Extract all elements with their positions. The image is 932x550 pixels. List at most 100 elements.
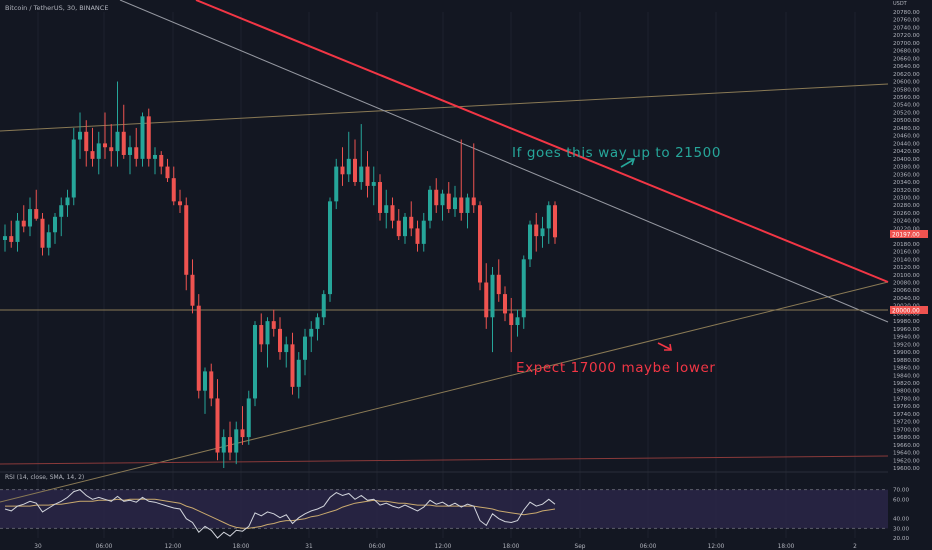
candle-body <box>484 282 489 318</box>
candle <box>278 317 282 360</box>
candle <box>109 124 114 167</box>
candle-body <box>109 147 114 152</box>
candle <box>46 224 51 256</box>
price-tick-label: 20380.00 <box>893 165 920 171</box>
candle <box>396 209 401 240</box>
candle <box>340 147 345 186</box>
candle-body <box>453 197 457 210</box>
price-grid <box>37 12 856 538</box>
candle <box>103 112 107 159</box>
price-tick-label: 19880.00 <box>893 358 920 364</box>
candle-body <box>59 205 64 217</box>
candle-body <box>428 189 432 221</box>
rsi-axis[interactable]: 70.00 60.00 40.00 30.00 20.00 <box>893 488 909 542</box>
currency-label: USDT <box>893 1 908 7</box>
candle <box>428 185 432 229</box>
candle-body <box>553 205 557 238</box>
candle-body <box>509 313 514 326</box>
candle <box>515 309 520 337</box>
candle <box>390 197 395 229</box>
price-tick-label: 20660.00 <box>893 56 920 62</box>
rising-support-line[interactable] <box>0 281 889 503</box>
candle-body <box>15 220 20 242</box>
candle-body <box>515 317 520 326</box>
candle-body <box>203 371 207 391</box>
up-annotation[interactable]: If goes this way up to 21500 <box>512 145 721 161</box>
candle <box>440 189 445 221</box>
down-annotation[interactable]: Expect 17000 maybe lower <box>516 360 716 376</box>
time-tick-label: 12:00 <box>435 544 452 550</box>
candle-body <box>9 236 14 242</box>
candle <box>359 124 364 190</box>
candle-body <box>315 317 320 329</box>
candle-body <box>34 209 39 219</box>
candle-body <box>534 224 539 237</box>
candle-body <box>378 182 382 213</box>
candle <box>15 212 20 252</box>
candle-body <box>353 158 357 183</box>
price-tick-label: 20080.00 <box>893 281 920 287</box>
price-tick-label: 20680.00 <box>893 49 920 55</box>
candle <box>159 151 164 175</box>
price-tick-label: 20620.00 <box>893 72 920 78</box>
candle <box>196 294 201 399</box>
time-tick-label: 06:00 <box>640 544 657 550</box>
drawings[interactable] <box>0 0 889 503</box>
candle-body <box>146 116 151 159</box>
rsi-tick-label: 60.00 <box>893 497 909 503</box>
price-tick-label: 20000.00 <box>893 311 920 317</box>
candle-body <box>53 216 57 233</box>
candle-body <box>284 344 289 353</box>
candle-body <box>128 147 132 155</box>
lower-trendline[interactable] <box>0 455 889 465</box>
time-tick-label: 06:00 <box>369 544 386 550</box>
candle-body <box>90 151 95 159</box>
candle <box>71 127 76 206</box>
price-tick-label: 19980.00 <box>893 319 920 325</box>
up-arrow-icon[interactable] <box>620 158 636 168</box>
candle-body <box>546 205 551 229</box>
candle-body <box>340 166 345 175</box>
candle <box>421 212 426 252</box>
candle-body <box>96 143 101 159</box>
time-axis[interactable]: 30 06:00 12:00 18:00 31 06:00 12:00 18:00 Sep 06:… <box>34 544 857 550</box>
time-tick-label: 2 <box>853 544 857 550</box>
red-descending-trendline[interactable] <box>195 0 889 283</box>
price-tick-label: 20160.00 <box>893 250 920 256</box>
price-tick-label: 20420.00 <box>893 149 920 155</box>
candle <box>471 143 476 213</box>
candle <box>553 201 557 244</box>
down-arrow-icon[interactable] <box>657 342 672 351</box>
candle-body <box>384 205 389 213</box>
candle-body <box>21 220 26 227</box>
rsi-tick-label: 20.00 <box>893 536 909 542</box>
candle-body <box>209 371 214 399</box>
candle-body <box>365 166 370 186</box>
candle <box>53 212 57 244</box>
candle <box>134 127 139 167</box>
descending-trendline[interactable] <box>119 0 889 323</box>
candle <box>371 166 376 206</box>
price-tick-label: 20280.00 <box>893 203 920 209</box>
candle <box>140 112 145 167</box>
candle <box>215 379 220 461</box>
candle-body <box>309 328 314 337</box>
price-tick-label: 20300.00 <box>893 195 920 201</box>
candles <box>3 81 557 468</box>
price-tick-label: 20440.00 <box>893 141 920 147</box>
candle-body <box>290 344 295 387</box>
candle-body <box>465 197 470 213</box>
time-tick-label: 31 <box>305 544 313 550</box>
candle <box>509 297 514 353</box>
candle <box>59 197 64 237</box>
candle-body <box>153 154 157 159</box>
candle <box>346 131 351 183</box>
candle-body <box>165 166 170 179</box>
price-tick-label: 20040.00 <box>893 296 920 302</box>
time-tick-label: 12:00 <box>708 544 725 550</box>
candle <box>190 259 195 314</box>
candle <box>240 406 245 445</box>
candle <box>296 352 301 399</box>
